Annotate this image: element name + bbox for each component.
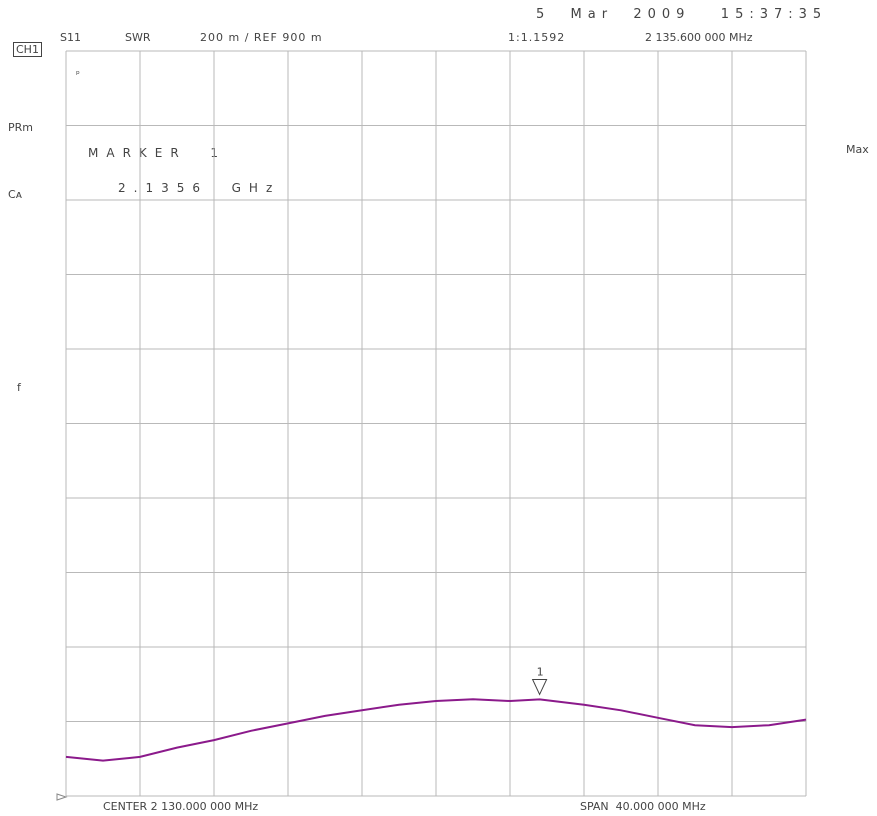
channel-label: CH1 <box>13 42 42 57</box>
left-edge-arrow <box>56 793 68 801</box>
marker-triangle <box>531 678 548 696</box>
swr-trace <box>65 698 807 762</box>
marker-frequency: 2.1356 GHz <box>118 181 281 195</box>
timestamp: 5 Mar 2009 15:37:35 <box>536 7 828 22</box>
marker-number: 1 <box>537 665 544 678</box>
marker-layer: 1 <box>531 665 548 696</box>
label-cor: Cᴀ <box>8 188 23 201</box>
channel-box: CH1 <box>6 30 42 57</box>
format-label: SWR <box>125 31 151 44</box>
center-frequency: CENTER 2 130.000 000 MHz <box>103 800 259 813</box>
span-frequency: SPAN 40.000 000 MHz <box>580 800 706 813</box>
label-prm: PRm <box>8 121 33 134</box>
marker-readout-frequency: 2 135.600 000 MHz <box>645 31 753 44</box>
plot-grid <box>65 50 807 797</box>
marker-readout-value: 1:1.1592 <box>508 31 566 44</box>
label-tiny: ᵖ <box>76 70 80 80</box>
label-max: Max <box>846 143 869 156</box>
scale-label: 200 m / REF 900 m <box>200 31 323 44</box>
s-parameter: S11 <box>60 31 81 44</box>
label-f: f <box>17 381 21 394</box>
